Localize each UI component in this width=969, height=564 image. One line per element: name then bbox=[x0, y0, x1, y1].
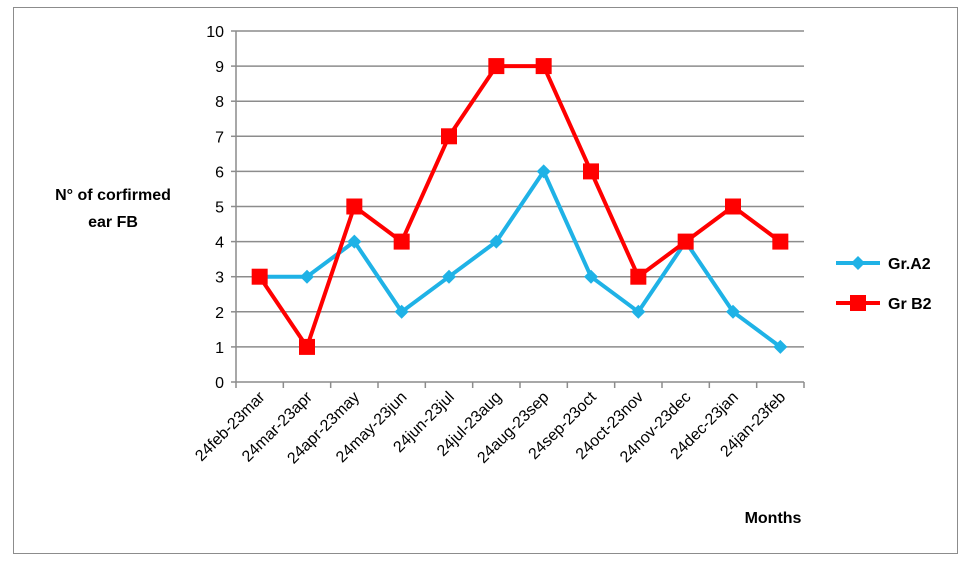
legend-marker bbox=[850, 295, 866, 311]
x-tick-labels: 24feb-23mar24mar-23apr24apr-23may24may-2… bbox=[192, 388, 789, 467]
y-tick-label: 1 bbox=[215, 340, 224, 357]
series-1 bbox=[252, 164, 788, 354]
data-point-marker bbox=[347, 234, 362, 249]
x-axis-title: Months bbox=[745, 510, 802, 527]
data-point-marker bbox=[393, 233, 410, 250]
y-tick-label: 3 bbox=[215, 270, 224, 287]
legend-entry: Gr B2 bbox=[836, 295, 932, 313]
data-point-marker bbox=[441, 128, 457, 145]
data-point-marker bbox=[584, 269, 598, 284]
data-point-marker bbox=[773, 339, 788, 354]
y-tick-label: 9 bbox=[215, 59, 224, 76]
series-2 bbox=[251, 58, 789, 355]
data-point-marker bbox=[677, 233, 694, 250]
y-tick-label: 10 bbox=[206, 24, 224, 41]
y-tick-label: 4 bbox=[215, 235, 224, 252]
data-point-marker bbox=[536, 164, 551, 179]
data-point-marker bbox=[489, 234, 504, 249]
data-point-marker bbox=[725, 198, 741, 215]
y-tick-label: 0 bbox=[215, 375, 224, 392]
data-point-marker bbox=[488, 58, 505, 75]
y-tick-label: 2 bbox=[215, 305, 224, 322]
data-point-marker bbox=[299, 338, 315, 355]
data-point-marker bbox=[346, 198, 363, 215]
y-tick-label: 7 bbox=[215, 129, 224, 146]
axes bbox=[231, 30, 805, 388]
y-tick-label: 8 bbox=[215, 94, 224, 111]
data-point-marker bbox=[251, 268, 268, 285]
y-tick-label: 6 bbox=[215, 164, 224, 181]
data-point-marker bbox=[726, 304, 740, 319]
y-axis-title-line-1: N° of corfirmed bbox=[55, 187, 171, 204]
data-point-marker bbox=[772, 233, 789, 250]
data-point-marker bbox=[630, 268, 647, 285]
y-tick-label: 5 bbox=[215, 200, 224, 217]
legend: Gr.A2 Gr B2 bbox=[836, 256, 932, 313]
series-line bbox=[259, 169, 782, 349]
data-point-marker bbox=[583, 163, 599, 180]
y-axis-title-line-2: ear FB bbox=[88, 214, 138, 231]
data-point-marker bbox=[394, 304, 409, 319]
legend-label: Gr.A2 bbox=[888, 256, 931, 273]
legend-label: Gr B2 bbox=[888, 296, 932, 313]
data-point-marker bbox=[300, 269, 314, 284]
legend-entry: Gr.A2 bbox=[836, 256, 931, 273]
y-tick-labels: 0 1 2 3 4 5 6 7 8 9 10 bbox=[206, 24, 224, 392]
legend-marker bbox=[851, 256, 865, 270]
data-point-marker bbox=[631, 304, 646, 319]
chart-frame bbox=[13, 7, 958, 554]
data-point-marker bbox=[535, 58, 552, 75]
data-point-marker bbox=[442, 269, 456, 284]
series-layer bbox=[251, 58, 789, 355]
